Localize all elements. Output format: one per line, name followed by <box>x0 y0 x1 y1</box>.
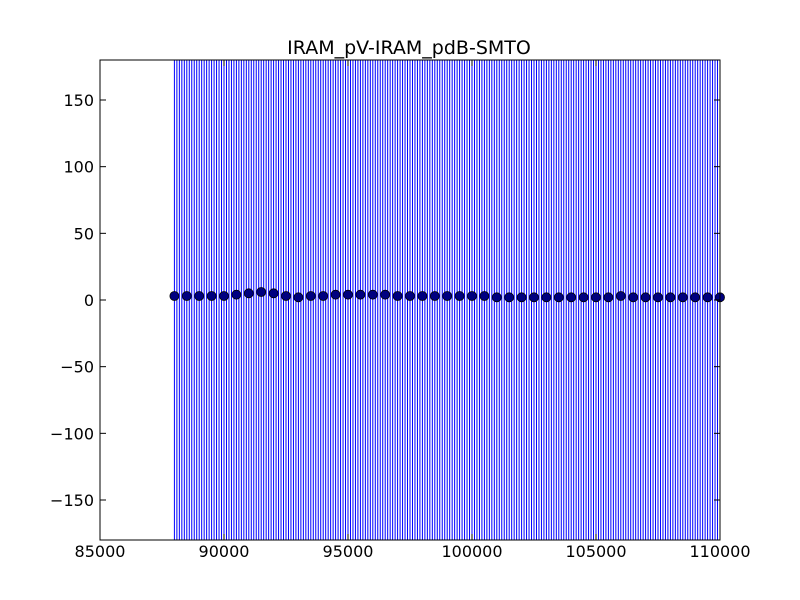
data-point <box>219 291 229 301</box>
data-point <box>442 291 453 301</box>
data-point <box>194 291 205 301</box>
y-tick-label: 50 <box>74 224 94 243</box>
data-point <box>653 292 663 303</box>
data-point <box>392 291 403 301</box>
y-axis: 150 100 50 0 −50 −100 −150 <box>50 91 720 510</box>
data-point <box>541 292 552 303</box>
data-point <box>429 291 440 301</box>
data-point <box>690 292 701 303</box>
data-point <box>417 291 428 301</box>
data-point <box>281 291 291 301</box>
data-point <box>479 291 490 301</box>
data-point <box>591 292 601 303</box>
data-point <box>268 288 279 299</box>
data-point <box>578 292 589 303</box>
chart-title: IRAM_pV-IRAM_pdB-SMTO <box>287 37 531 59</box>
data-point <box>566 292 577 303</box>
y-tick-label: 0 <box>84 291 94 310</box>
y-tick-label: 100 <box>63 158 94 177</box>
data-point <box>293 292 304 303</box>
data-point <box>181 291 192 301</box>
y-tick-label: −150 <box>50 491 94 510</box>
x-tick-label: 100000 <box>441 542 502 561</box>
data-points-group <box>169 287 725 303</box>
data-point <box>405 291 415 301</box>
x-tick-label: 110000 <box>689 542 750 561</box>
x-axis: 85000 90000 95000 100000 105000 110000 <box>75 60 751 561</box>
data-point <box>330 289 341 300</box>
x-tick-label: 85000 <box>75 542 126 561</box>
data-point <box>318 291 329 301</box>
data-point <box>256 287 267 297</box>
data-point <box>231 289 242 300</box>
data-point <box>467 291 477 301</box>
data-point <box>640 292 651 303</box>
data-point <box>169 291 180 301</box>
data-point <box>603 292 614 303</box>
data-point <box>355 289 366 300</box>
data-point <box>367 289 378 300</box>
data-point <box>491 292 502 303</box>
data-point <box>243 288 254 299</box>
y-tick-label: −50 <box>60 358 94 377</box>
data-point <box>553 292 564 303</box>
data-point <box>516 292 527 303</box>
x-tick-label: 95000 <box>323 542 374 561</box>
data-point <box>677 292 688 303</box>
data-point <box>615 291 626 301</box>
data-point <box>343 289 353 300</box>
data-point <box>665 292 676 303</box>
data-point <box>529 292 539 303</box>
data-point <box>380 289 391 300</box>
data-point <box>628 292 639 303</box>
y-tick-label: 150 <box>63 91 94 110</box>
data-point <box>305 291 316 301</box>
data-point <box>702 292 713 303</box>
y-tick-label: −100 <box>50 424 94 443</box>
data-point <box>454 291 465 301</box>
x-tick-label: 105000 <box>565 542 626 561</box>
x-tick-label: 90000 <box>199 542 250 561</box>
data-point <box>206 291 217 301</box>
data-point <box>504 292 515 303</box>
